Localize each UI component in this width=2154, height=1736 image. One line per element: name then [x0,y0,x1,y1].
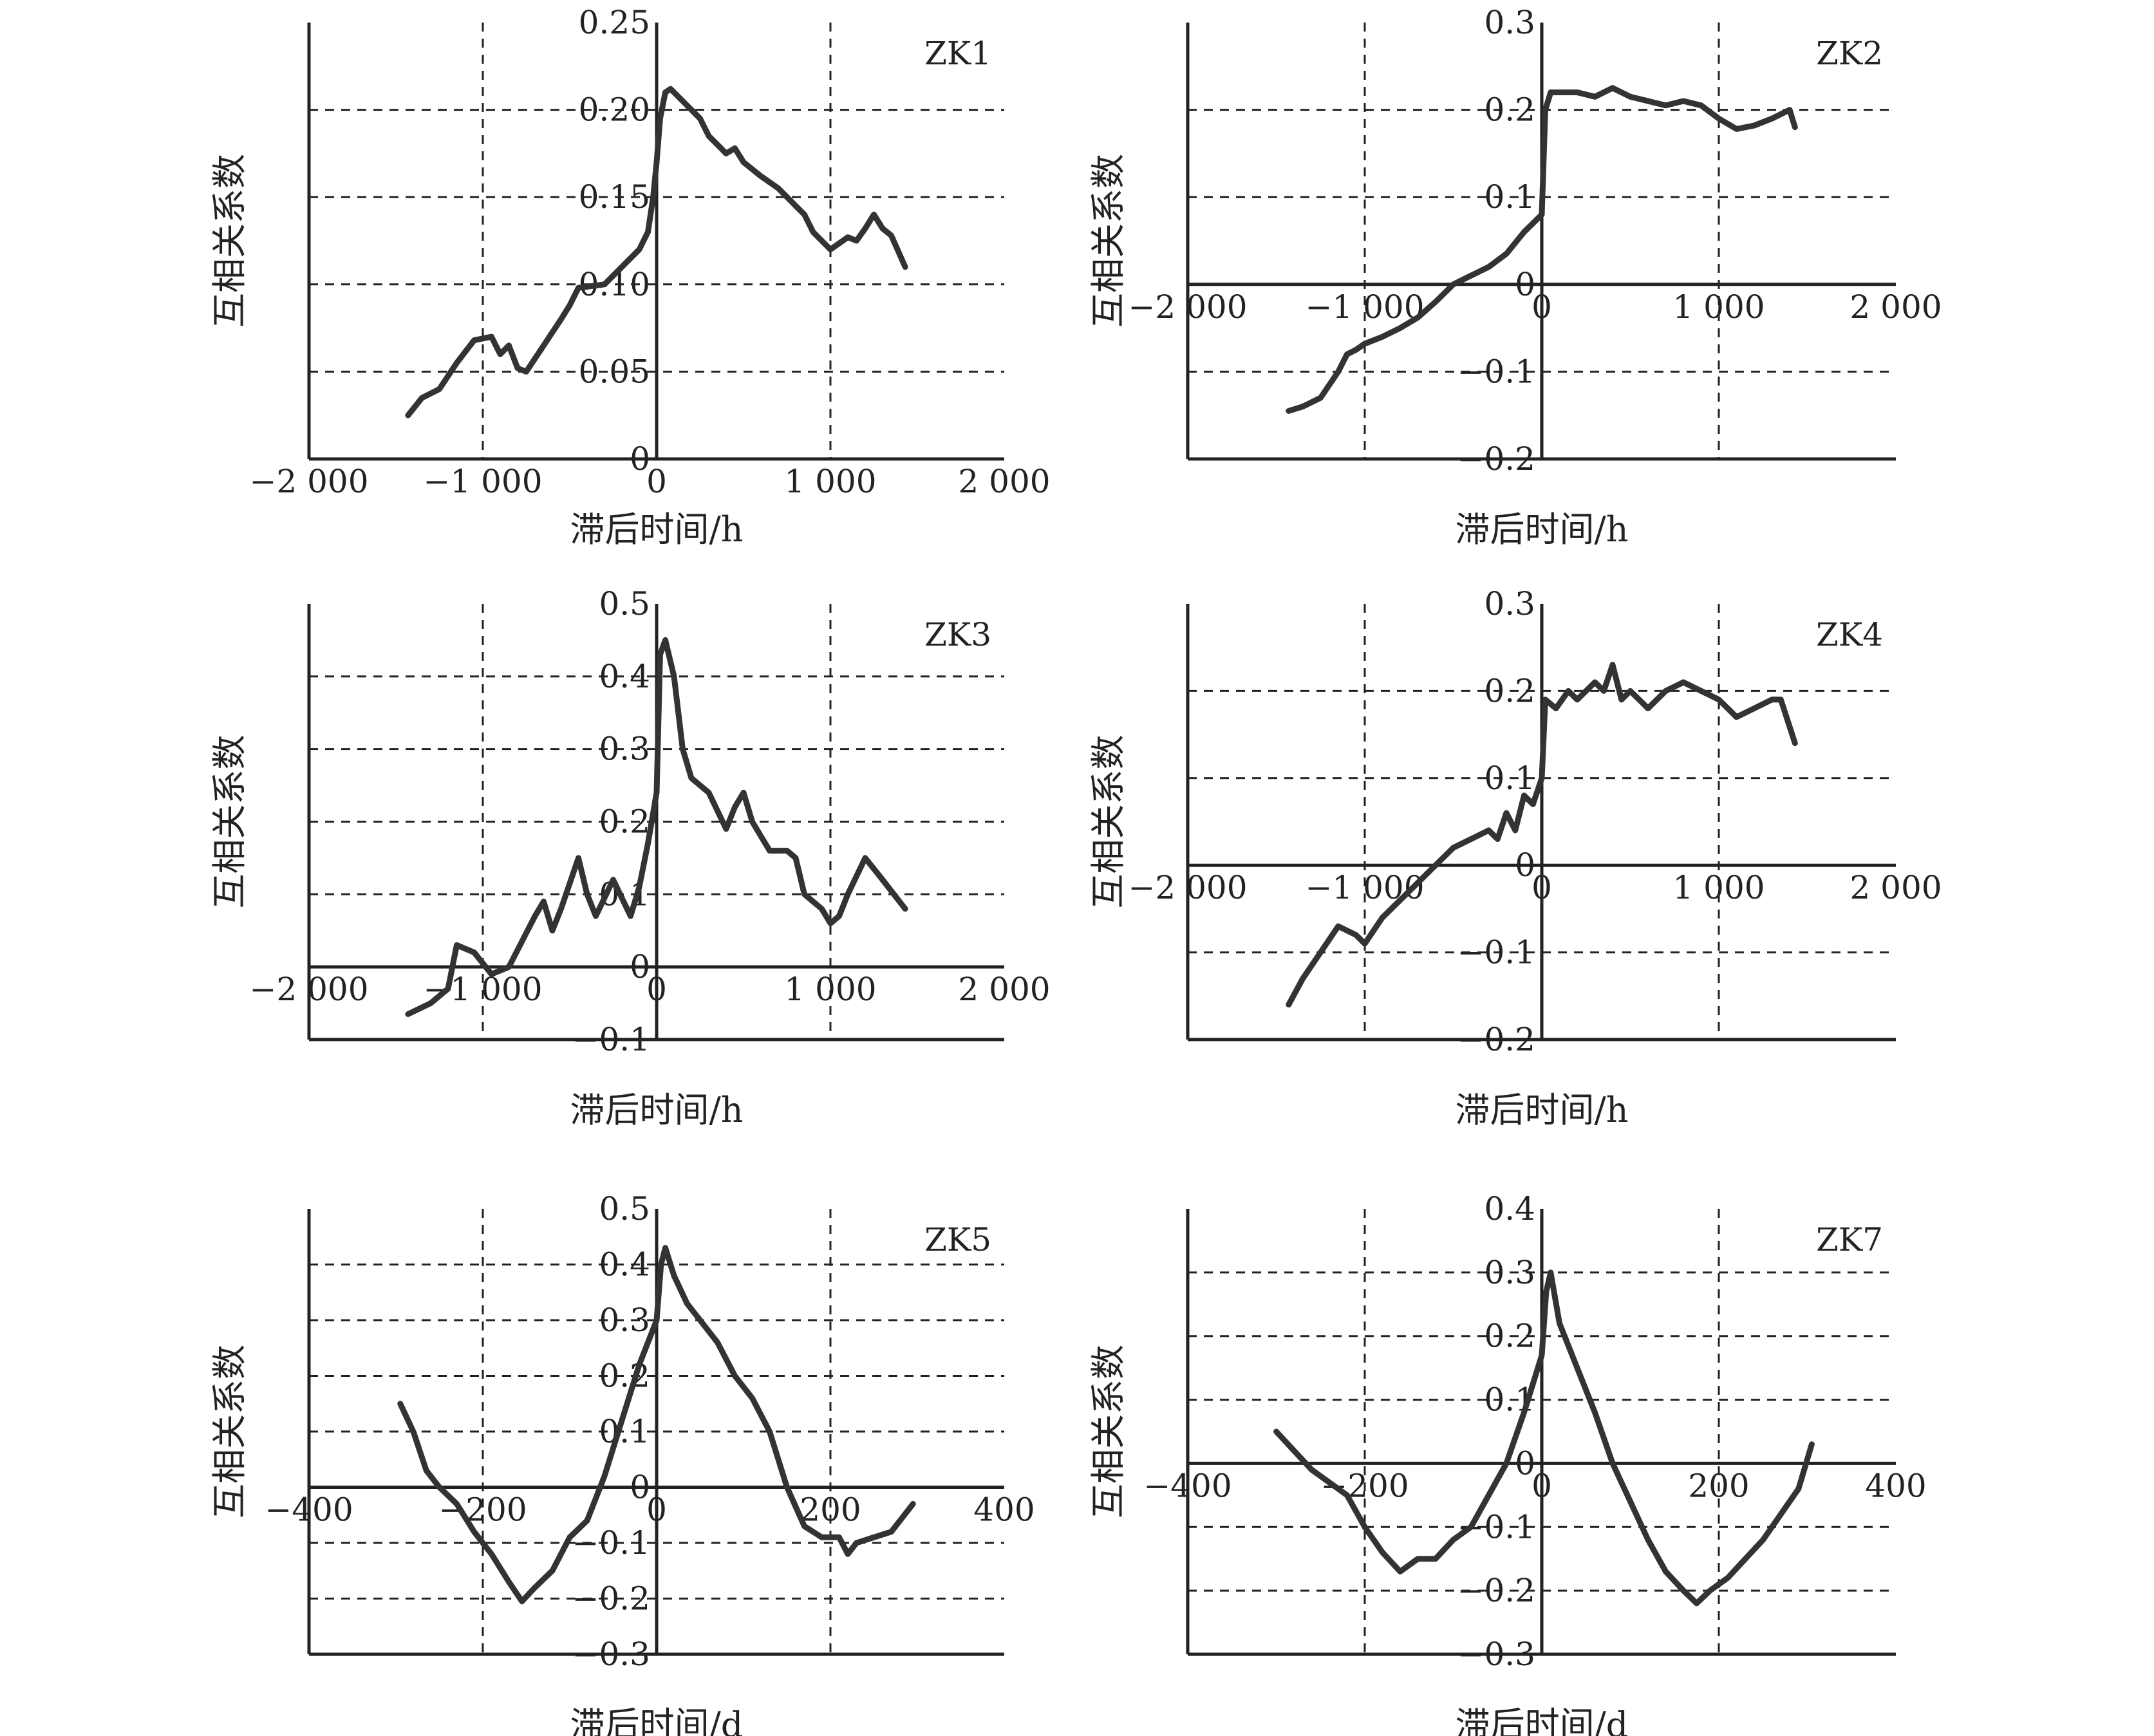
y-tick-label: 0.4 [1484,1190,1535,1227]
x-tick-label: −1 000 [1305,288,1424,326]
series-line [397,1245,916,1605]
x-tick-label: 2 000 [958,463,1050,500]
y-axis-title: 互相关系数 [1088,1345,1129,1518]
x-axis-title: 滞后时间/h [570,1090,744,1130]
panel-label: ZK2 [1816,35,1883,72]
y-tick-label: 0.15 [579,178,650,216]
y-tick-label: 0.5 [599,585,650,622]
y-tick-label: −0.1 [572,1524,650,1562]
x-tick-label: 0 [646,463,667,500]
x-tick-label: 1 000 [784,463,876,500]
series-line [1286,85,1798,414]
chart-panel-zk7: −0.3−0.2−0.100.10.20.30.4−400 −200 0 200 400… [1088,1190,1927,1736]
y-tick-label: 0.2 [599,803,650,841]
x-tick-label: 400 [973,1491,1035,1529]
chart-panel-zk3: −0.100.10.20.30.40.5−2 000 −1 000 0 1 000 2 … [209,585,1051,1130]
x-axis-title: 滞后时间/d [570,1704,744,1736]
y-tick-label: 0.1 [1484,760,1535,797]
x-tick-label: 0 [1531,288,1552,326]
x-tick-label: −1 000 [423,463,542,500]
x-tick-label: −2 000 [1128,869,1247,906]
y-tick-label: 0.05 [579,353,650,390]
series-line [405,637,908,1017]
y-axis-title: 互相关系数 [1088,154,1129,328]
x-axis-title: 滞后时间/h [1456,1090,1629,1130]
y-tick-label: −0.3 [572,1636,650,1673]
y-axis-title: 互相关系数 [209,1345,250,1518]
x-tick-label: 0 [1531,1467,1552,1504]
y-tick-label: 0 [630,1469,650,1506]
chart-panel-zk1: 00.050.100.150.200.25−2 000 −1 000 0 1 000 2… [209,4,1051,550]
y-tick-label: −0.1 [1457,353,1535,390]
x-tick-label: −400 [1143,1467,1232,1504]
chart-panel-zk4: −0.2 −0.1 0 0.1 0.2 0.3 −2 000 −1 000 0 1 000 2 00… [1088,585,1942,1130]
x-tick-label: 200 [800,1491,861,1529]
y-tick-label: −0.2 [1457,440,1535,478]
y-tick-label: 0.3 [599,731,650,768]
x-tick-label: 400 [1865,1467,1926,1504]
x-tick-label: 1 000 [784,971,876,1008]
x-axis-title: 滞后时间/d [1456,1704,1629,1736]
y-tick-label: 0.25 [579,4,650,41]
y-axis-title: 互相关系数 [209,735,250,909]
panel-label: ZK7 [1816,1221,1883,1258]
panel-label: ZK1 [924,35,991,72]
chart-panel-zk5: −0.3−0.2−0.100.10.20.30.40.5−400 −200 0 200… [209,1190,1035,1736]
x-tick-label: −2 000 [1128,288,1247,326]
chart-panel-zk2: −0.2 −0.1 0 0.1 0.2 0.3 −2 000 −1 000 0 1 000 2 00… [1088,4,1942,550]
x-tick-label: −2 000 [249,971,368,1008]
x-tick-label: 2 000 [958,971,1050,1008]
x-tick-label: −2 000 [249,463,368,500]
y-tick-label: 0.3 [1484,585,1535,622]
y-tick-label: 0.3 [599,1302,650,1339]
y-tick-label: 0.20 [579,91,650,129]
y-tick-label: 0.3 [1484,4,1535,41]
x-tick-label: 2 000 [1850,869,1942,906]
series-line [1286,662,1798,1008]
y-tick-label: 0 [630,440,650,478]
y-tick-label: 0.2 [1484,1318,1535,1355]
x-tick-label: 1 000 [1672,288,1765,326]
y-tick-label: −0.2 [1457,1572,1535,1609]
x-tick-label: −400 [265,1491,353,1529]
x-axis-title: 滞后时间/h [1456,509,1629,550]
series-line [405,86,908,418]
y-tick-label: −0.2 [1457,1021,1535,1058]
x-tick-label: 200 [1688,1467,1749,1504]
y-tick-label: 0 [630,948,650,985]
y-tick-label: 0 [1515,846,1535,884]
y-tick-label: 0.3 [1484,1254,1535,1291]
y-tick-label: 0 [1515,266,1535,303]
y-tick-label: −0.2 [572,1580,650,1618]
y-axis-title: 互相关系数 [209,154,250,328]
panel-label: ZK4 [1816,616,1883,653]
panel-label: ZK5 [924,1221,991,1258]
x-tick-label: −1 000 [1305,869,1424,906]
y-tick-label: 0.2 [1484,672,1535,709]
y-tick-label: 0.1 [1484,178,1535,216]
y-tick-label: 0.4 [599,1246,650,1283]
series-line [1273,1269,1815,1607]
x-tick-label: 0 [646,971,667,1008]
y-tick-label: 0.2 [1484,91,1535,129]
y-tick-label: −0.1 [1457,934,1535,971]
y-tick-label: 0.4 [599,658,650,695]
x-tick-label: 1 000 [1672,869,1765,906]
panel-label: ZK3 [924,616,991,653]
x-tick-label: −1 000 [423,971,542,1008]
y-tick-label: 0.5 [599,1190,650,1227]
x-axis-title: 滞后时间/h [570,509,744,550]
y-axis-title: 互相关系数 [1088,735,1129,909]
x-tick-label: 0 [1531,869,1552,906]
y-tick-label: −0.3 [1457,1636,1535,1673]
y-tick-label: −0.1 [572,1021,650,1058]
x-tick-label: 2 000 [1850,288,1942,326]
y-tick-label: 0 [1515,1444,1535,1482]
x-tick-label: 0 [646,1491,667,1529]
